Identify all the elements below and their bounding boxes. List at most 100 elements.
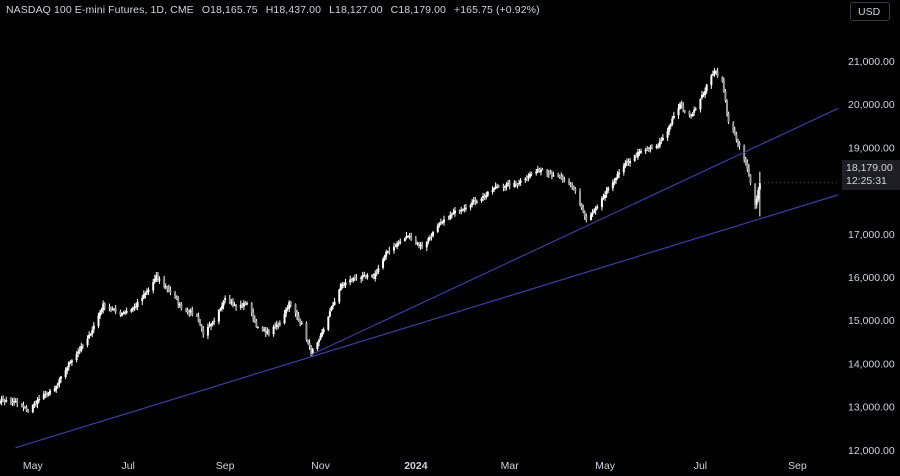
candle-body [344,282,347,286]
x-tick-label: Nov [311,460,330,472]
candle-body [31,404,34,413]
candle-body [688,111,691,116]
candle-body [733,130,736,135]
candle-body [452,212,455,215]
candle-body [200,325,203,329]
candle-body [275,324,278,327]
candle-body [430,236,433,238]
candle-body [724,91,727,101]
candle-body [372,275,375,279]
currency-button[interactable]: USD [850,2,890,21]
candle-body [538,168,541,172]
candle-body [206,326,209,336]
candle-body [349,279,352,283]
candle-body [428,237,431,239]
candle-body [297,315,300,321]
candle-body [211,322,214,324]
candle-body [755,199,758,205]
candle-body [24,407,27,409]
candle-body [59,376,62,379]
candle-body [319,335,322,340]
candle-body [163,278,166,287]
candle-body [738,142,741,147]
candle-body [152,282,155,291]
candle-body [514,182,517,185]
candle-body [463,208,466,210]
candle-body [33,403,36,405]
candle-body [332,304,335,307]
candle-body [563,179,566,181]
candle-body [0,398,3,402]
candle-body [311,348,314,355]
candle-body [49,390,52,394]
candle-body [70,360,73,363]
candle-body [299,320,302,324]
candle-body [97,315,100,327]
trendline-2[interactable] [310,107,839,356]
candle-body [382,259,385,268]
candle-body [594,208,597,211]
candle-body [34,402,37,405]
candle-body [202,328,205,335]
candle-body [558,175,561,177]
candle-body [141,297,144,302]
candle-body [88,334,91,339]
candle-body [289,301,292,305]
candle-body [119,311,122,316]
candle-body [242,302,245,307]
candle-body [691,113,694,117]
candle-body [110,309,113,311]
candle-body [480,198,483,201]
candle-body [583,211,586,217]
x-tick-label: Jul [121,460,134,472]
candle-body [135,306,138,308]
candle-body [694,109,697,111]
candle-body [81,345,84,347]
candle-body [383,255,386,261]
candle-body [352,277,355,281]
candle-body [175,297,178,300]
candle-body [3,401,6,403]
candle-body [169,290,172,293]
candle-body [557,174,560,176]
candle-body [108,307,111,309]
candle-body [666,131,669,138]
candle-body [91,330,94,335]
candle-body [45,393,48,396]
trendline-1[interactable] [15,194,839,449]
candle-body [296,312,299,317]
candle-body [647,149,650,151]
candle-body [355,277,358,279]
candle-body [579,191,582,204]
candle-body [219,308,222,310]
candle-body [142,294,145,299]
candle-body [174,292,177,298]
x-tick-label: May [595,460,616,472]
candle-body [300,322,303,325]
candle-body [244,302,247,305]
candle-body [677,107,680,116]
candle-body [453,210,456,214]
candle-body [472,200,475,202]
candle-body [447,219,450,221]
symbol-label[interactable]: NASDAQ 100 E-mini Futures, 1D, CME [6,4,194,16]
candle-body [77,351,80,354]
bar-countdown: 12:25:31 [846,175,887,187]
candle-body [580,204,583,208]
candle-body [469,205,472,208]
candle-body [306,340,309,343]
candle-body [263,329,266,331]
candle-body [374,273,377,279]
candle-body [732,122,735,132]
candle-body [700,94,703,99]
candle-body [418,243,420,246]
candle-body [616,173,619,178]
candle-body [69,361,72,363]
candle-body [322,329,325,333]
candle-body [338,289,341,303]
candle-body [144,293,147,295]
candle-body [164,286,167,288]
candle-body [747,167,750,175]
candles-group [0,67,761,414]
